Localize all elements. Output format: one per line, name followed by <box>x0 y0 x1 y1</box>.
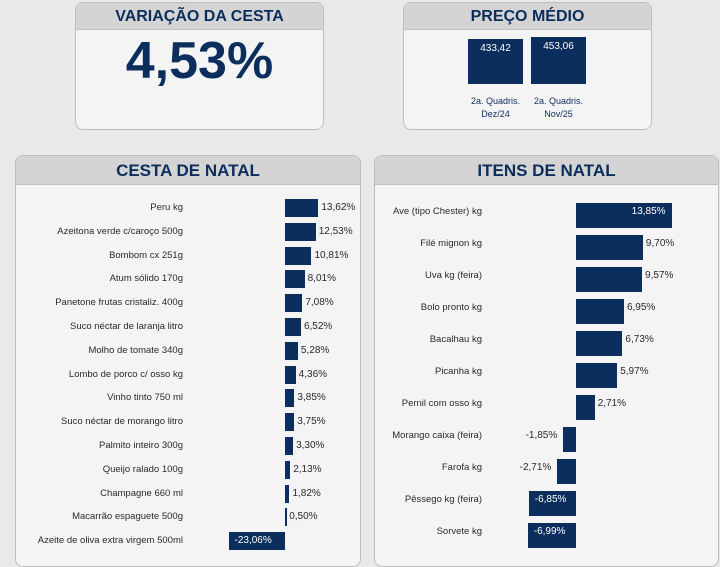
bar <box>285 222 316 241</box>
category-label: Ave (tipo Chester) kg <box>392 206 482 217</box>
bar <box>576 203 672 228</box>
preco-medio-label-line1: 2a. Quadris. <box>533 96 584 106</box>
bar <box>285 413 295 432</box>
value-label: -2,71% <box>519 462 552 473</box>
bar <box>285 270 305 289</box>
cesta-natal-card: CESTA DE NATAL Peru kg 13,62% Azeitona ver… <box>15 155 361 567</box>
value-label: 10,81% <box>314 249 349 261</box>
category-label: Picanha kg <box>434 366 482 377</box>
value-label: 6,73% <box>625 334 654 345</box>
value-label: 2,13% <box>293 463 322 475</box>
preco-medio-card: PREÇO MÉDIO 433,42 2a. Quadris. Dez/24 453,… <box>403 2 652 130</box>
category-label: Palmito inteiro 300g <box>99 440 183 451</box>
value-label: 12,53% <box>318 225 353 237</box>
category-label: Morango caixa (feira) <box>392 430 482 441</box>
category-label: Uva kg (feira) <box>424 270 482 281</box>
variacao-value: 4,53% <box>125 32 274 90</box>
category-label: Lombo de porco c/ osso kg <box>68 368 183 380</box>
category-label: Sorvete kg <box>436 526 482 537</box>
category-label: Panetone frutas cristaliz. 400g <box>55 297 183 309</box>
category-label: Azeite de oliva extra virgem 500ml <box>37 535 183 547</box>
value-label: 8,01% <box>307 273 336 285</box>
preco-medio-value: 433,42 <box>480 43 511 55</box>
bar <box>527 523 576 548</box>
category-label: Farofa kg <box>441 462 482 473</box>
value-label: 3,85% <box>297 392 326 404</box>
category-label: Filé mignon kg <box>420 238 482 249</box>
category-label: Queijo ralado 100g <box>102 463 183 475</box>
bar <box>576 299 624 324</box>
bar <box>285 437 294 455</box>
value-label: 9,57% <box>645 270 674 281</box>
value-label: -6,99% <box>533 526 566 537</box>
bar <box>285 484 290 503</box>
itens-natal-card: ITENS DE NATAL Ave (tipo Chester) kg 13,8… <box>374 155 719 567</box>
category-label: Molho de tomate 340g <box>88 344 183 356</box>
bar <box>285 508 287 527</box>
bar <box>285 294 303 313</box>
bar <box>228 532 285 551</box>
bar <box>576 235 643 260</box>
bar <box>285 199 319 217</box>
value-label: 9,70% <box>645 238 675 249</box>
preco-medio-label-line2: Dez/24 <box>481 109 510 119</box>
category-label: Peru kg <box>150 202 183 213</box>
bar <box>557 459 576 484</box>
category-label: Bombom cx 251g <box>109 249 183 261</box>
preco-medio-chart: 433,42 2a. Quadris. Dez/24 453,06 2a. Quadri… <box>404 3 651 129</box>
value-label: 13,62% <box>321 202 356 213</box>
category-label: Bacalhau kg <box>429 334 482 345</box>
value-label: 7,08% <box>305 297 334 309</box>
value-label: 2,71% <box>597 398 627 409</box>
preco-medio-bar <box>468 39 523 84</box>
bar <box>576 395 595 420</box>
cesta-natal-chart: Peru kg 13,62% Azeitona verde c/caroço 500… <box>16 156 360 566</box>
category-label: Suco néctar de morango litro <box>61 416 183 428</box>
value-label: 1,82% <box>292 487 321 499</box>
variacao-card: VARIAÇÃO DA CESTA 4,53% <box>75 2 324 130</box>
value-label: 0,50% <box>289 511 318 523</box>
itens-natal-chart: Ave (tipo Chester) kg 13,85% Filé mignon k… <box>375 156 718 566</box>
category-label: Champagne 660 ml <box>100 487 183 499</box>
category-label: Vinho tinto 750 ml <box>107 392 183 404</box>
value-label: 6,95% <box>626 302 656 313</box>
itens-natal-title: ITENS DE NATAL <box>375 156 718 185</box>
bar <box>285 341 298 360</box>
bar <box>285 365 296 384</box>
preco-medio-label-line2: Nov/25 <box>544 109 573 119</box>
bar <box>285 389 295 408</box>
category-label: Pêssego kg (feira) <box>404 494 482 505</box>
value-label: 3,30% <box>296 440 325 451</box>
preco-medio-value: 453,06 <box>543 41 574 52</box>
preco-medio-bar <box>531 37 586 84</box>
value-label: 4,36% <box>298 368 328 380</box>
preco-medio-label-line1: 2a. Quadris. <box>470 96 521 106</box>
category-label: Azeitona verde c/caroço 500g <box>57 225 183 237</box>
preco-medio-title: PREÇO MÉDIO <box>404 3 651 30</box>
value-label: 13,85% <box>631 206 666 217</box>
category-label: Suco néctar de laranja litro <box>69 321 183 332</box>
category-label: Macarrão espaguete 500g <box>72 511 183 523</box>
bar <box>576 267 643 292</box>
bar <box>576 331 623 356</box>
value-label: -1,85% <box>525 430 558 441</box>
value-label: -23,06% <box>234 535 272 547</box>
bar <box>576 363 618 388</box>
value-label: -6,85% <box>534 494 567 505</box>
bar <box>285 246 312 265</box>
category-label: Pernil com osso kg <box>401 398 482 409</box>
bar <box>285 460 291 479</box>
variacao-title: VARIAÇÃO DA CESTA <box>76 3 323 30</box>
value-label: 6,52% <box>303 321 333 332</box>
value-label: 5,97% <box>620 366 649 377</box>
bar <box>528 491 576 516</box>
category-label: Atum sólido 170g <box>109 273 183 285</box>
bar <box>563 427 576 452</box>
bar <box>285 318 301 336</box>
value-label: 3,75% <box>297 416 326 428</box>
value-label: 5,28% <box>300 344 330 356</box>
category-label: Bolo pronto kg <box>420 302 482 313</box>
cesta-natal-title: CESTA DE NATAL <box>16 156 360 185</box>
